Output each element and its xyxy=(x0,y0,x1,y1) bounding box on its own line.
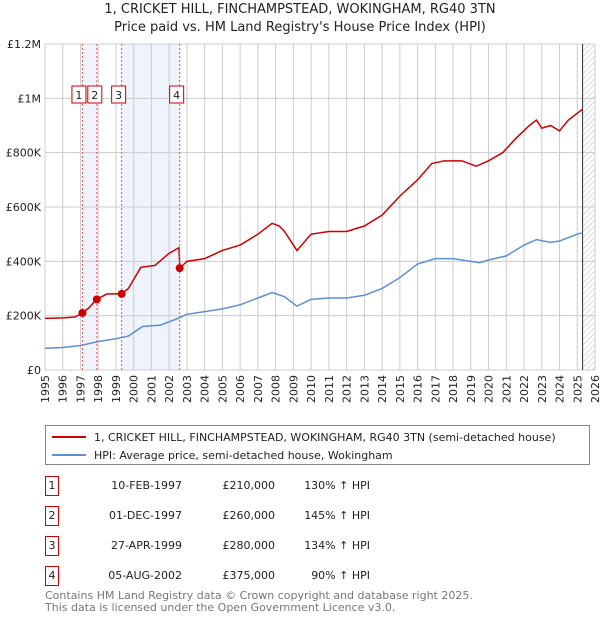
sale-price: £280,000 xyxy=(222,539,276,552)
sale-number: 4 xyxy=(45,566,59,586)
x-tick-label: 2002 xyxy=(163,375,176,403)
x-tick-label: 1996 xyxy=(57,375,70,403)
sale-label-box xyxy=(71,85,87,104)
x-tick-label: 2010 xyxy=(305,375,318,403)
sale-date: 10-FEB-1997 xyxy=(111,479,182,492)
legend-label: 1, CRICKET HILL, FINCHAMPSTEAD, WOKINGHA… xyxy=(94,430,556,444)
sale-hpi: 134% ↑ HPI xyxy=(304,539,370,552)
legend-swatch xyxy=(52,436,86,438)
series-line-hpi xyxy=(44,232,583,350)
legend-label: HPI: Average price, semi-detached house,… xyxy=(94,448,393,462)
y-tick-label: £1.2M xyxy=(7,38,41,51)
x-tick-label: 2005 xyxy=(216,375,229,403)
y-tick-label: £600K xyxy=(6,201,42,214)
sale-number: 2 xyxy=(45,506,59,526)
legend-item-hpi: HPI: Average price, semi-detached house,… xyxy=(52,447,393,463)
x-tick-label: 2025 xyxy=(571,375,584,403)
sale-price: £210,000 xyxy=(222,479,276,492)
footer-line: This data is licensed under the Open Gov… xyxy=(45,601,396,614)
sale-date: 05-AUG-2002 xyxy=(108,569,182,582)
sale-row: 3 27-APR-1999 £280,000 134% ↑ HPI xyxy=(45,536,445,556)
sale-price: £260,000 xyxy=(222,509,276,522)
legend-item-property: 1, CRICKET HILL, FINCHAMPSTEAD, WOKINGHA… xyxy=(52,429,556,445)
x-tick-label: 2019 xyxy=(465,375,478,403)
legend-swatch xyxy=(52,454,86,456)
x-tick-label: 2026 xyxy=(589,375,600,403)
sale-number: 3 xyxy=(45,536,59,556)
plot-area: 1995 1996 1997 1998 1999 2000 2001 2002 2003 2004… xyxy=(6,38,600,403)
x-tick-label: 2007 xyxy=(252,375,265,403)
sale-point xyxy=(78,308,87,317)
sale-point xyxy=(92,295,101,304)
x-tick-label: 2020 xyxy=(483,375,496,403)
x-tick-label: 2015 xyxy=(394,375,407,403)
x-tick-label: 2009 xyxy=(287,375,300,403)
x-tick-label: 1995 xyxy=(39,375,52,403)
y-tick-label: £800K xyxy=(6,147,42,160)
sale-label-box xyxy=(169,85,185,104)
sale-label: 2 xyxy=(91,89,98,102)
legend: 1, CRICKET HILL, FINCHAMPSTEAD, WOKINGHA… xyxy=(45,425,590,465)
sale-date: 27-APR-1999 xyxy=(110,539,182,552)
footer-line: Contains HM Land Registry data © Crown c… xyxy=(45,589,473,602)
x-tick-label: 2001 xyxy=(145,375,158,403)
x-tick-label: 1998 xyxy=(92,375,105,403)
chart-subtitle: Price paid vs. HM Land Registry's House … xyxy=(114,20,486,35)
sale-hpi: 130% ↑ HPI xyxy=(304,479,370,492)
sale-date: 01-DEC-1997 xyxy=(108,509,182,522)
chart-title: 1, CRICKET HILL, FINCHAMPSTEAD, WOKINGHA… xyxy=(104,2,496,17)
x-tick-label: 2024 xyxy=(554,375,567,403)
x-tick-label: 2006 xyxy=(234,375,247,403)
x-tick-label: 2004 xyxy=(199,375,212,403)
x-tick-label: 2017 xyxy=(429,375,442,403)
x-tick-label: 2023 xyxy=(536,375,549,403)
x-tick-label: 2013 xyxy=(358,375,371,403)
sale-point xyxy=(175,264,184,273)
x-tick-label: 2008 xyxy=(270,375,283,403)
sale-number: 1 xyxy=(45,476,59,496)
y-tick-label: £400K xyxy=(6,255,42,268)
sale-label: 3 xyxy=(115,89,122,102)
x-tick-label: 2022 xyxy=(518,375,531,403)
x-tick-label: 2000 xyxy=(128,375,141,403)
x-tick-label: 1997 xyxy=(74,375,87,403)
x-tick-label: 2003 xyxy=(181,375,194,403)
x-tick-label: 1999 xyxy=(110,375,123,403)
sale-hpi: 90% ↑ HPI xyxy=(311,569,370,582)
y-tick-label: £200K xyxy=(6,310,42,323)
sale-row: 4 05-AUG-2002 £375,000 90% ↑ HPI xyxy=(45,566,445,586)
y-tick-label: £1M xyxy=(18,92,42,105)
sale-hpi: 145% ↑ HPI xyxy=(304,509,370,522)
x-tick-label: 2016 xyxy=(412,375,425,403)
sale-label-box xyxy=(111,85,127,104)
sale-price: £375,000 xyxy=(222,569,276,582)
x-tick-label: 2012 xyxy=(341,375,354,403)
sale-label: 4 xyxy=(173,89,180,102)
sale-row: 1 10-FEB-1997 £210,000 130% ↑ HPI xyxy=(45,476,445,496)
sale-label-box xyxy=(87,85,103,104)
x-tick-label: 2011 xyxy=(323,375,336,403)
x-tick-label: 2014 xyxy=(376,375,389,403)
footer: Contains HM Land Registry data © Crown c… xyxy=(45,590,473,614)
sale-point xyxy=(117,289,126,298)
sale-row: 2 01-DEC-1997 £260,000 145% ↑ HPI xyxy=(45,506,445,526)
sale-label: 1 xyxy=(75,89,82,102)
y-tick-label: £0 xyxy=(27,364,41,377)
x-tick-label: 2021 xyxy=(500,375,513,403)
x-tick-label: 2018 xyxy=(447,375,460,403)
